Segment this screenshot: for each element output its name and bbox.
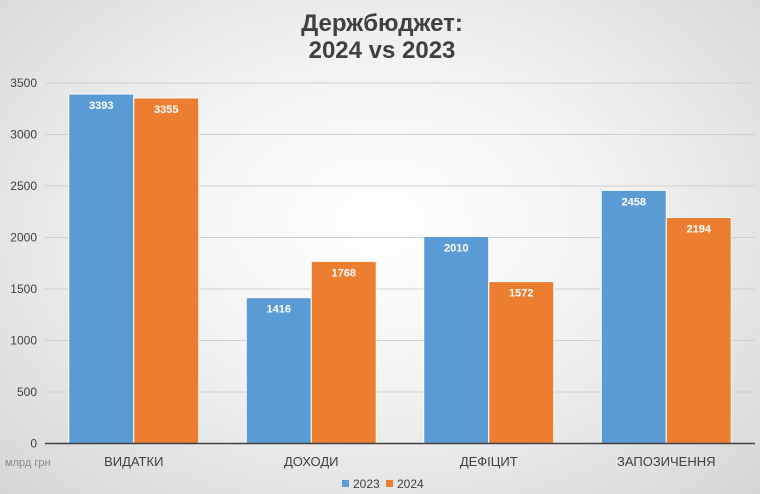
y-axis-tick-labels: 0 500 1000 1500 2000 2500 3000 3500: [10, 76, 37, 451]
chart-title-line-2: 2024 vs 2023: [309, 37, 456, 64]
bar: [310, 260, 377, 444]
data-label: 3393: [89, 100, 113, 112]
legend-swatch: [342, 480, 349, 487]
bar: [68, 93, 135, 445]
y-tick-label: 500: [17, 385, 37, 399]
bars: 3393 3355 1416 1768 2010 1572 2458 2194: [68, 93, 732, 445]
x-axis-category-labels: ВИДАТКИ ДОХОДИ ДЕФІЦИТ ЗАПОЗИЧЕННЯ: [104, 454, 715, 469]
bar: [245, 297, 312, 445]
x-category-label: ЗАПОЗИЧЕННЯ: [617, 454, 716, 469]
x-category-label: ДЕФІЦИТ: [460, 454, 518, 469]
chart-title-line-1: Держбюджет:: [301, 10, 463, 37]
data-label: 1416: [267, 304, 291, 316]
data-label: 1768: [332, 267, 356, 279]
bar: [423, 235, 490, 444]
y-tick-label: 2000: [10, 231, 37, 245]
y-tick-label: 3000: [10, 128, 37, 142]
data-label: 3355: [154, 104, 178, 116]
bar: [665, 217, 732, 444]
y-tick-label: 1500: [10, 282, 37, 296]
legend: 2023 2024: [342, 477, 424, 491]
data-label: 2458: [622, 196, 646, 208]
legend-label: 2024: [397, 477, 424, 491]
legend-swatch: [386, 480, 393, 487]
y-tick-label: 2500: [10, 179, 37, 193]
legend-label: 2023: [353, 477, 380, 491]
data-label: 2194: [687, 224, 712, 236]
data-label: 1572: [509, 288, 533, 300]
x-category-label: ВИДАТКИ: [104, 454, 163, 469]
y-tick-label: 0: [30, 437, 37, 451]
bar: [488, 281, 555, 445]
y-tick-label: 3500: [10, 76, 37, 90]
unit-label: млрд грн: [5, 457, 51, 469]
x-category-label: ДОХОДИ: [284, 454, 339, 469]
y-tick-label: 1000: [10, 334, 37, 348]
bar: [133, 97, 200, 444]
bar: [600, 189, 667, 444]
data-label: 2010: [444, 242, 468, 254]
